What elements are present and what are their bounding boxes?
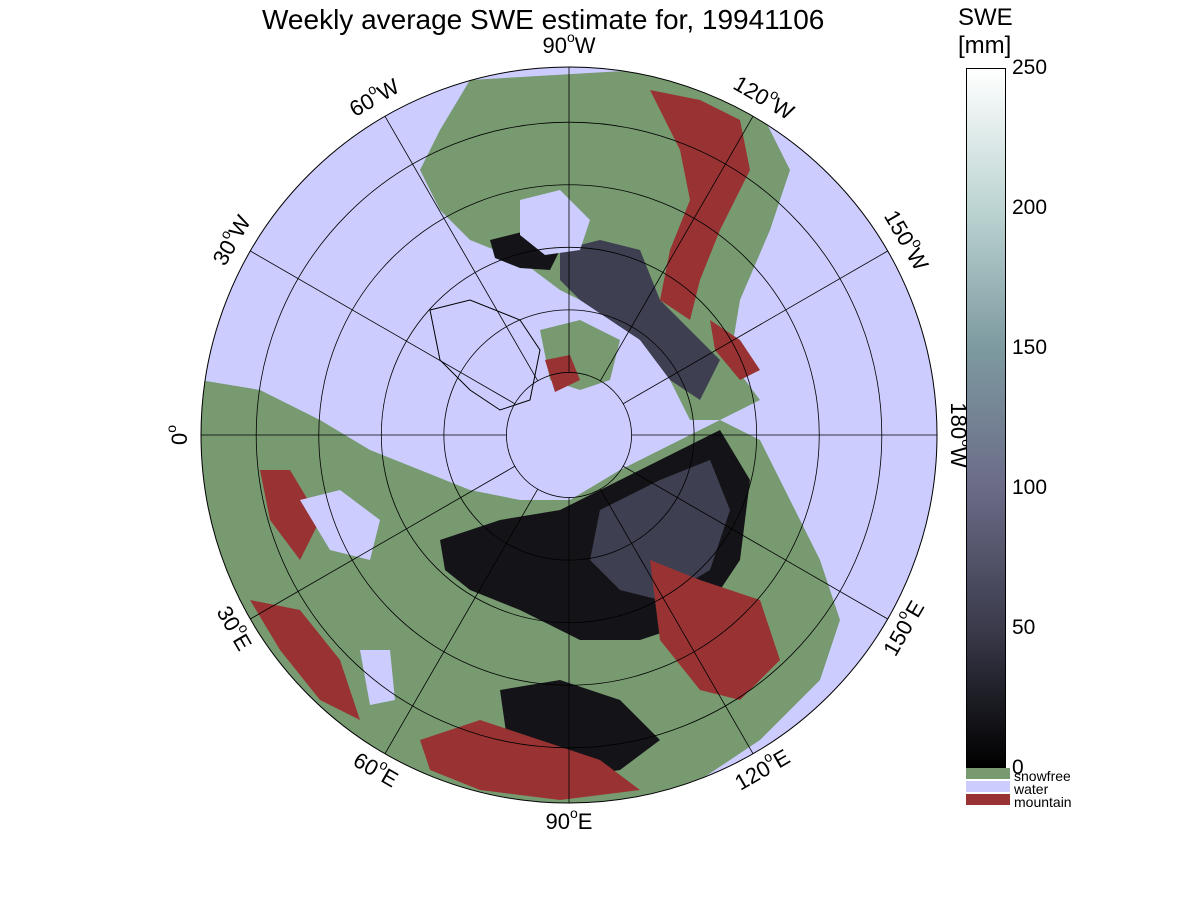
map-title: Weekly average SWE estimate for, 1994110… <box>262 4 825 35</box>
colorbar-tick-label: 250 <box>1012 56 1048 79</box>
graticule <box>201 67 937 803</box>
meridian-line <box>599 116 754 382</box>
colorbar-tick-label: 50 <box>1012 616 1036 639</box>
alps-mountains <box>250 600 360 720</box>
meridian-line <box>599 488 754 754</box>
baltic-sea <box>300 490 380 560</box>
siberia-snow-deep <box>590 460 730 600</box>
legend-swatch-water <box>966 781 1010 792</box>
legend-label-water: water <box>1014 781 1049 797</box>
scandinavian-mountains <box>260 470 320 560</box>
meridian-label: 90oW <box>542 29 595 58</box>
alaska-mountains <box>710 320 760 380</box>
east-asia-mountains <box>650 560 780 700</box>
meridian-line <box>250 465 516 620</box>
colorbar-tick-label: 100 <box>1012 476 1048 499</box>
meridian-label: 90oE <box>546 805 593 834</box>
legend-label-mountain: mountain <box>1014 794 1072 810</box>
legend-swatch-mountain <box>966 794 1010 805</box>
legend-label-snowfree: snowfree <box>1014 768 1071 784</box>
greenland-region <box>429 299 541 411</box>
caspian-sea <box>360 650 395 705</box>
legend-swatch-snowfree <box>966 768 1010 779</box>
arctic-island-mountains <box>545 355 580 392</box>
meridian-line <box>384 488 539 754</box>
himalaya-mountains <box>420 720 640 800</box>
colorbar-tick-label: 0 <box>1012 756 1024 779</box>
colorbar-tick-label: 150 <box>1012 336 1048 359</box>
rocky-mountains <box>650 90 750 320</box>
meridian-line <box>384 116 539 382</box>
colorbar-tick-label: 200 <box>1012 196 1048 219</box>
colorbar <box>966 68 1006 768</box>
colorbar-title-line1: SWE <box>958 4 1013 31</box>
colorbar-title-line2: [mm] <box>958 32 1012 59</box>
meridian-line <box>622 250 888 405</box>
meridian-line <box>250 250 516 405</box>
meridian-line <box>622 465 888 620</box>
north-america-snow <box>560 240 720 400</box>
hudson-bay <box>520 190 590 255</box>
meridian-label: 0o <box>163 425 192 445</box>
